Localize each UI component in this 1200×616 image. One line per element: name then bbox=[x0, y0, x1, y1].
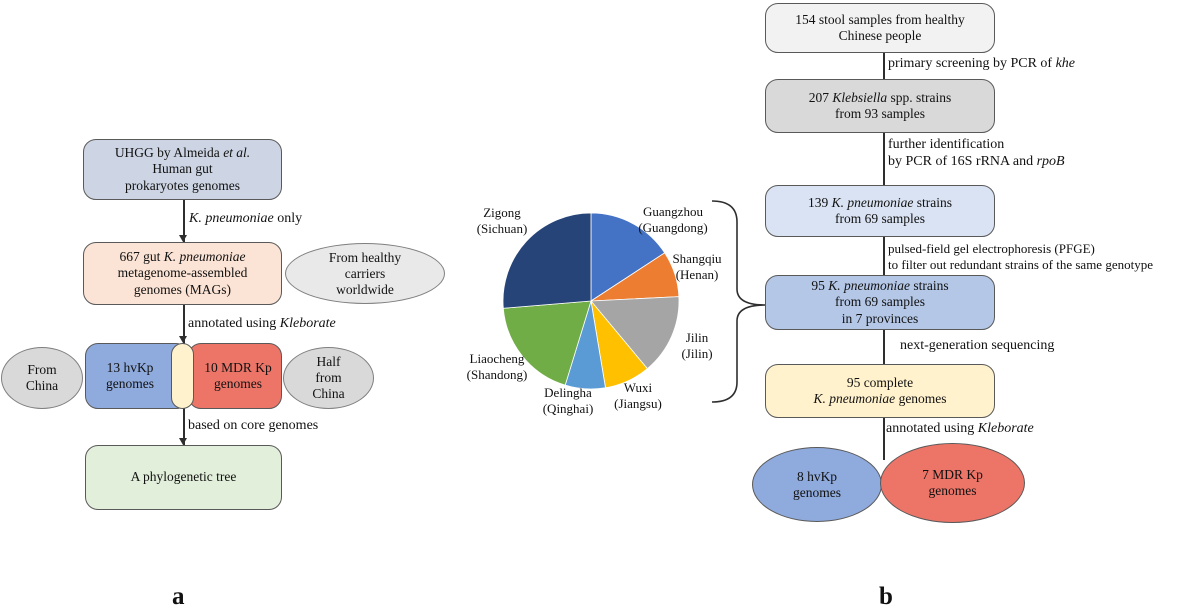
panel-a-connector-line bbox=[183, 170, 185, 445]
pie-chart bbox=[502, 212, 680, 390]
pie-label-guangzhou: Guangzhou (Guangdong) bbox=[638, 204, 708, 235]
from-china-ellipse: From China bbox=[1, 347, 83, 409]
edge-label-core-genomes: based on core genomes bbox=[188, 418, 319, 433]
half-from-china-ellipse: Half from China bbox=[283, 347, 374, 409]
klebsiella-strains-box: 207 Klebsiella spp. strains from 93 sampl… bbox=[765, 79, 995, 133]
pie-label-delingha: Delingha (Qinghai) bbox=[542, 385, 594, 416]
phylogenetic-tree-box: A phylogenetic tree bbox=[85, 445, 282, 510]
hvkp-8-ellipse: 8 hvKp genomes bbox=[752, 447, 882, 522]
edge-label-kleborate-a: annotated using Kleborate bbox=[188, 316, 336, 331]
pie-label-wuxi: Wuxi (Jiangsu) bbox=[614, 380, 662, 411]
panel-b-connector-line bbox=[883, 28, 885, 460]
panel-b-letter: b bbox=[879, 583, 893, 610]
arrowhead-down-icon bbox=[179, 235, 188, 242]
pie-label-jilin: Jilin (Jilin) bbox=[681, 330, 713, 361]
strains-95-box: 95 K. pneumoniae strains from 69 samples i… bbox=[765, 275, 995, 330]
strains-139-box: 139 K. pneumoniae strains from 69 samples bbox=[765, 185, 995, 237]
curly-brace bbox=[711, 200, 766, 403]
pie-slice-liaocheng bbox=[502, 300, 592, 386]
edge-label-16s-rpob: further identification by PCR of 16S rRNA… bbox=[888, 137, 1065, 169]
edge-label-pfge: pulsed-field gel electrophoresis (PFGE) t… bbox=[888, 241, 1153, 272]
edge-label-kp-only: K. pneumoniae only bbox=[189, 211, 303, 226]
uhgg-box: UHGG by Almeida et al. Human gut prokaryot… bbox=[83, 139, 282, 200]
arrowhead-down-icon bbox=[179, 438, 188, 445]
mdr-7-ellipse: 7 MDR Kp genomes bbox=[880, 443, 1025, 523]
edge-label-kleborate-b: annotated using Kleborate bbox=[886, 421, 1034, 436]
venn-overlap-pill bbox=[171, 343, 194, 409]
pie-label-liaocheng: Liaocheng (Shandong) bbox=[466, 351, 528, 382]
curly-brace-path bbox=[711, 200, 766, 403]
mags-box: 667 gut K. pneumoniae metagenome-assemble… bbox=[83, 242, 282, 305]
pie-slice-zigong bbox=[502, 212, 592, 309]
panel-a-letter: a bbox=[172, 583, 185, 610]
stool-samples-box: 154 stool samples from healthy Chinese pe… bbox=[765, 3, 995, 53]
edge-label-khe: primary screening by PCR of khe bbox=[888, 56, 1076, 71]
edge-label-ngs: next-generation sequencing bbox=[900, 338, 1055, 353]
arrowhead-down-icon bbox=[179, 336, 188, 343]
mdr-10-box: 10 MDR Kp genomes bbox=[188, 343, 282, 409]
complete-genomes-box: 95 complete K. pneumoniae genomes bbox=[765, 364, 995, 418]
healthy-carriers-ellipse: From healthy carriers worldwide bbox=[285, 243, 445, 304]
pie-slice-jilin bbox=[590, 296, 680, 370]
pie-label-shangqiu: Shangqiu (Henan) bbox=[672, 251, 722, 282]
pie-slice-guangzhou bbox=[590, 212, 666, 302]
pie-label-zigong: Zigong (Sichuan) bbox=[476, 205, 528, 236]
